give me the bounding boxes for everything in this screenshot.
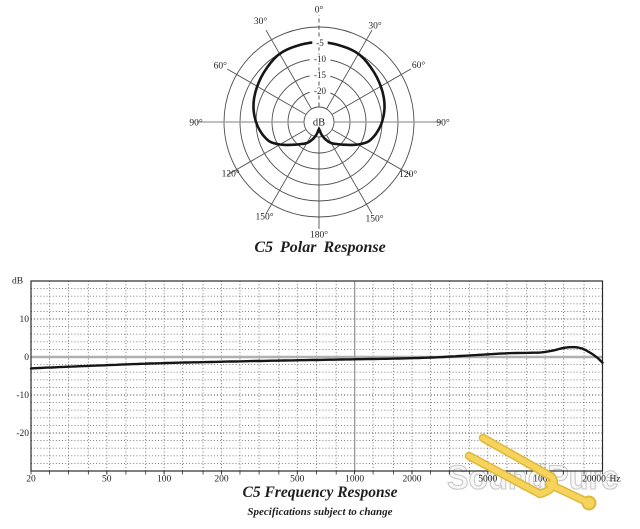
svg-text:60°: 60° [214, 60, 228, 71]
frequency-response-curve [29, 345, 604, 370]
svg-text:90°: 90° [189, 117, 203, 128]
svg-text:150°: 150° [255, 212, 273, 223]
polar-center-label: dB [313, 118, 325, 129]
svg-text:-10: -10 [314, 54, 326, 64]
tuning-fork-inner [466, 435, 588, 504]
svg-text:10: 10 [20, 315, 30, 325]
svg-text:0°: 0° [315, 4, 324, 15]
svg-text:-20: -20 [314, 86, 326, 96]
y-axis-unit-label: dB [12, 277, 23, 287]
freq-chart-title: C5 Frequency Response [242, 484, 398, 501]
svg-text:5000: 5000 [478, 475, 497, 484]
svg-text:30°: 30° [368, 20, 382, 31]
svg-text:200: 200 [214, 475, 229, 484]
svg-text:50: 50 [102, 475, 112, 484]
svg-text:90°: 90° [436, 117, 450, 128]
svg-text:150°: 150° [365, 213, 383, 224]
svg-text:10000: 10000 [533, 475, 557, 484]
svg-text:20: 20 [26, 475, 36, 484]
svg-text:100: 100 [157, 475, 172, 484]
spec-footnote: Specifications subject to change [247, 506, 393, 518]
svg-text:0: 0 [24, 353, 29, 363]
frequency-response-chart: 20 50 100 200 500 1000 2000 5000 10000 20000 Hz100… [12, 277, 621, 484]
svg-text:-10: -10 [16, 391, 29, 401]
svg-text:2000: 2000 [403, 475, 422, 484]
svg-text:1000: 1000 [345, 475, 364, 484]
svg-text:60°: 60° [412, 60, 426, 71]
polar-chart-title: C5 Polar Response [254, 239, 386, 256]
svg-text:-20: -20 [16, 429, 29, 439]
svg-text:500: 500 [290, 475, 305, 484]
tuning-fork-ball-inner [583, 497, 595, 509]
svg-text:20000: 20000 [582, 475, 606, 484]
svg-text:180°: 180° [310, 229, 328, 239]
tuning-fork-icon [464, 433, 597, 511]
svg-text:120°: 120° [399, 169, 417, 180]
x-axis-unit-label: Hz [609, 475, 620, 484]
polar-response-chart: -5 -10 -15 -20 dB 0° 30° 30° 60° 60° 90° 90° 120° 120… [189, 4, 450, 239]
svg-text:30°: 30° [254, 16, 268, 27]
svg-text:-15: -15 [314, 70, 326, 80]
svg-text:-5: -5 [316, 38, 324, 48]
svg-text:120°: 120° [222, 168, 240, 179]
